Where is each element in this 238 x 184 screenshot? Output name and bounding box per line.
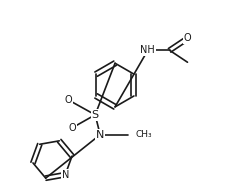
Text: CH₃: CH₃	[136, 130, 153, 139]
Text: N: N	[62, 170, 69, 180]
Text: S: S	[92, 110, 99, 120]
Text: O: O	[184, 33, 191, 43]
Text: O: O	[64, 95, 72, 105]
Text: O: O	[69, 123, 76, 133]
Text: NH: NH	[140, 45, 155, 55]
Text: N: N	[96, 130, 104, 140]
